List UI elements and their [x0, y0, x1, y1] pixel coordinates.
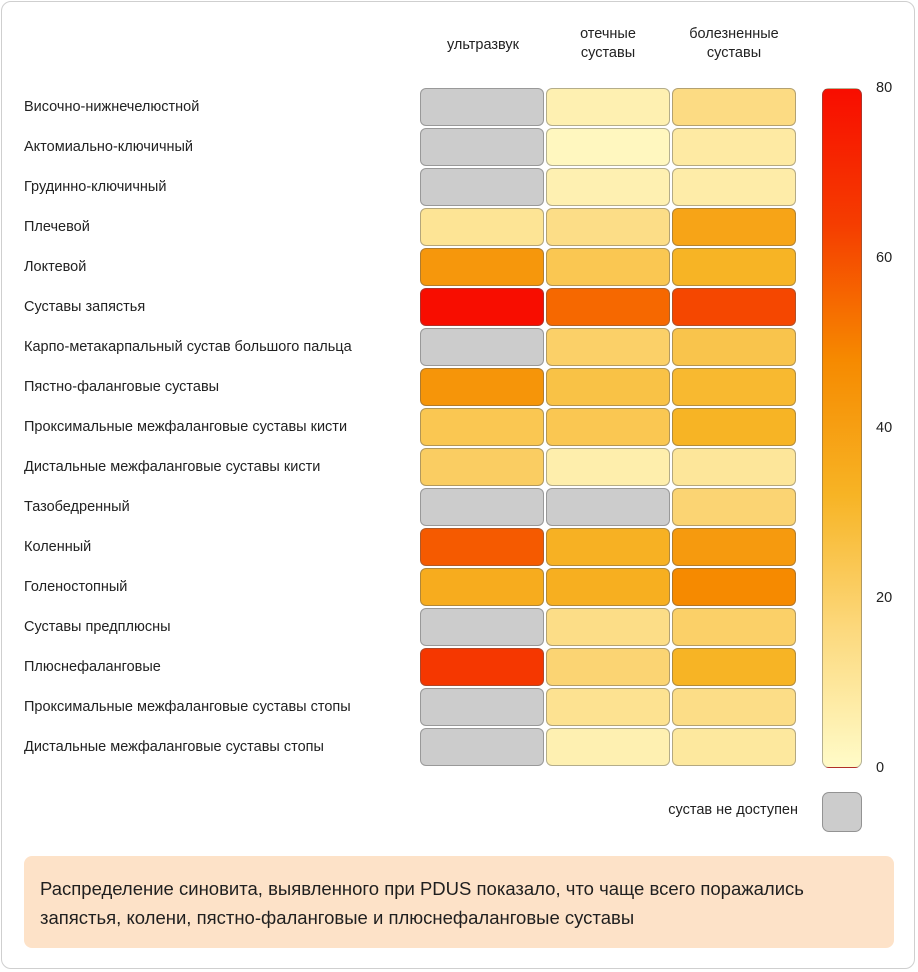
heatmap-cell [546, 648, 670, 686]
heatmap-cell [672, 648, 796, 686]
heatmap-cell [546, 288, 670, 326]
row-label: Коленный [24, 539, 92, 555]
heatmap-cell [546, 688, 670, 726]
heatmap-cell [546, 368, 670, 406]
heatmap-cell [546, 528, 670, 566]
heatmap-cell [546, 408, 670, 446]
heatmap-cell [672, 208, 796, 246]
heatmap-cell [672, 168, 796, 206]
heatmap-cell [546, 328, 670, 366]
heatmap-cell [546, 248, 670, 286]
row-label: Дистальные межфаланговые суставы кисти [24, 459, 321, 475]
heatmap-cell [672, 128, 796, 166]
missing-legend-swatch [822, 792, 862, 832]
column-header-0: ультразвук [446, 37, 520, 53]
heatmap-cell [672, 568, 796, 606]
heatmap-cell [420, 688, 544, 726]
heatmap-cell [546, 128, 670, 166]
heatmap-cell [672, 248, 796, 286]
row-label: Плечевой [24, 219, 90, 235]
heatmap-cell [672, 608, 796, 646]
row-label: Дистальные межфаланговые суставы стопы [24, 739, 324, 755]
row-label: Грудинно-ключичный [24, 179, 167, 195]
row-label: Суставы предплюсны [24, 619, 171, 635]
row-label: Пястно-фаланговые суставы [24, 379, 220, 395]
row-label: Актомиально-ключичный [24, 139, 194, 155]
heatmap-cell [420, 128, 544, 166]
heatmap-cell [420, 168, 544, 206]
colorbar [822, 88, 862, 768]
heatmap-cell [546, 88, 670, 126]
heatmap-cell [672, 528, 796, 566]
heatmap-cell [420, 288, 544, 326]
row-label: Проксимальные межфаланговые суставы стоп… [24, 699, 351, 715]
colorbar-tick-label: 60 [876, 250, 893, 266]
row-label: Суставы запястья [24, 299, 146, 315]
colorbar-tick-label: 20 [876, 590, 893, 606]
heatmap-cell [672, 368, 796, 406]
heatmap-cell [546, 168, 670, 206]
heatmap-cell [420, 448, 544, 486]
row-label: Проксимальные межфаланговые суставы кист… [24, 419, 348, 435]
row-label: Голеностопный [24, 579, 128, 595]
colorbar-tick-label: 80 [876, 80, 893, 96]
heatmap-cell [672, 88, 796, 126]
column-header-1: отечные суставы [580, 26, 636, 61]
row-label: Плюснефаланговые [24, 659, 161, 675]
heatmap-cell [546, 608, 670, 646]
heatmap-cell [672, 688, 796, 726]
missing-legend-label: сустав не доступен [668, 802, 798, 818]
heatmap-cell [420, 728, 544, 766]
colorbar-tick-label: 0 [876, 760, 885, 776]
heatmap-cell [672, 288, 796, 326]
heatmap-cell [420, 648, 544, 686]
heatmap-cell [672, 448, 796, 486]
heatmap-cell [420, 488, 544, 526]
heatmap-cell [672, 728, 796, 766]
heatmap-cell [420, 608, 544, 646]
heatmap-cell [546, 488, 670, 526]
heatmap-cell [420, 568, 544, 606]
heatmap-cell [420, 328, 544, 366]
column-header-2: болезненные суставы [689, 26, 779, 61]
heatmap-cell [420, 408, 544, 446]
row-label: Локтевой [24, 259, 87, 275]
heatmap-cell [420, 368, 544, 406]
heatmap-cell [672, 408, 796, 446]
heatmap-cell [420, 208, 544, 246]
colorbar-tick-label: 40 [876, 420, 893, 436]
row-label: Тазобедренный [24, 499, 130, 515]
heatmap-cell [546, 448, 670, 486]
row-label: Карпо-метакарпальный сустав большого пал… [24, 339, 352, 355]
summary-note: Распределение синовита, выявленного при … [24, 856, 894, 948]
heatmap-cell [546, 208, 670, 246]
heatmap-cell [420, 248, 544, 286]
heatmap-cell [420, 88, 544, 126]
heatmap-cell [420, 528, 544, 566]
heatmap-cell [546, 568, 670, 606]
heatmap-cell [672, 488, 796, 526]
heatmap-cell [672, 328, 796, 366]
row-label: Височно-нижнечелюстной [24, 99, 200, 115]
heatmap-cell [546, 728, 670, 766]
